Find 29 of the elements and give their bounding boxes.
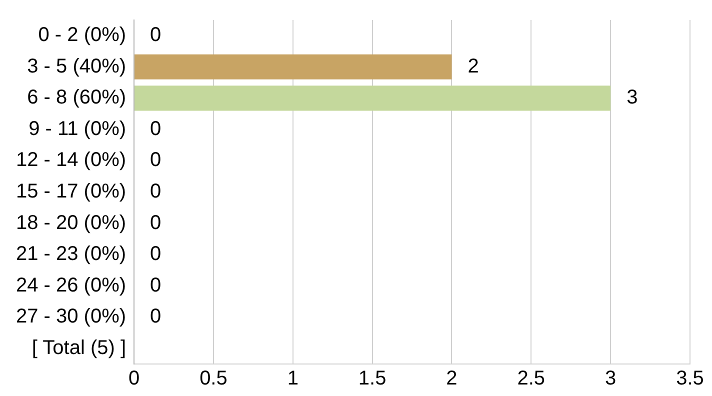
y-tick-label: 3 - 5 (40%) [27, 55, 126, 78]
x-tick-label: 1.5 [358, 368, 386, 390]
y-tick-label: 12 - 14 (0%) [16, 149, 126, 172]
data-label: 3 [626, 86, 638, 109]
data-label: 0 [150, 149, 162, 172]
x-tick-label: 2.5 [517, 368, 546, 390]
y-tick-label: 21 - 23 (0%) [16, 243, 126, 266]
data-label: 0 [150, 212, 162, 234]
data-label: 0 [150, 118, 162, 140]
y-tick-label: 0 - 2 (0%) [38, 24, 126, 46]
y-tick-label: 24 - 26 (0%) [16, 274, 126, 296]
x-tick-label: 0 [128, 368, 140, 390]
x-tick-label: 1 [287, 368, 298, 390]
data-label: 0 [150, 243, 162, 266]
x-tick-label: 0.5 [200, 368, 228, 390]
y-tick-label: 27 - 30 (0%) [16, 306, 126, 328]
y-tick-label: 18 - 20 (0%) [16, 212, 126, 234]
y-tick-label: 9 - 11 (0%) [28, 118, 126, 140]
data-label: 0 [150, 180, 162, 203]
x-tick-label: 3.5 [676, 368, 704, 390]
x-tick-label: 3 [605, 368, 616, 390]
y-tick-label: 6 - 8 (60%) [27, 86, 126, 109]
data-label: 2 [468, 55, 479, 78]
data-label: 0 [150, 24, 162, 46]
x-tick-label: 2 [446, 368, 458, 390]
data-label: 0 [150, 306, 162, 328]
y-tick-label: [ Total (5) ] [32, 336, 126, 359]
y-tick-label: 15 - 17 (0%) [16, 180, 126, 203]
data-label: 0 [150, 274, 162, 296]
